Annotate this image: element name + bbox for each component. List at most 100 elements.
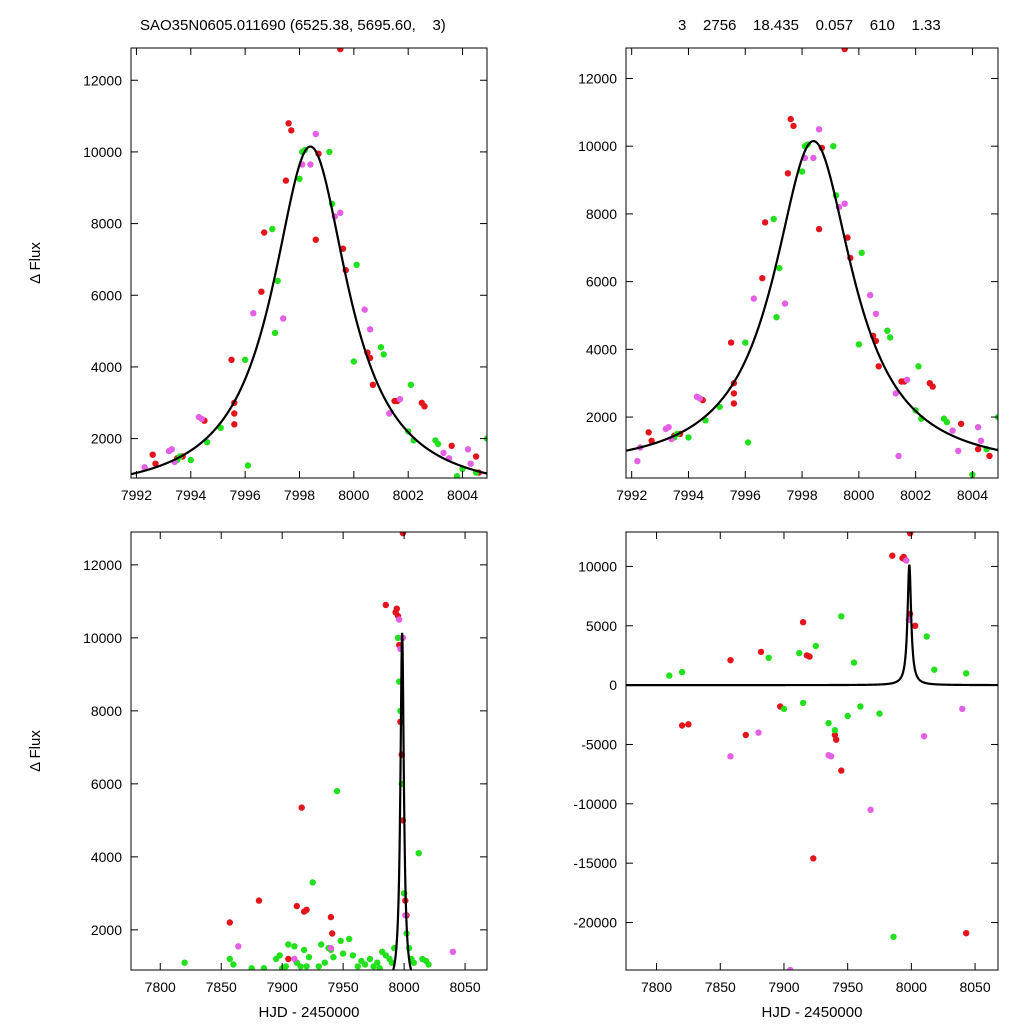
data-point-green bbox=[876, 710, 883, 717]
y-tick-label: 8000 bbox=[586, 206, 617, 222]
data-point-green bbox=[666, 672, 673, 679]
data-point-red bbox=[730, 400, 738, 407]
data-point-green bbox=[884, 327, 891, 334]
data-point-green bbox=[326, 148, 333, 156]
data-point-red bbox=[337, 48, 344, 53]
x-tick-label: 8050 bbox=[959, 979, 990, 995]
data-point-magenta bbox=[841, 200, 848, 207]
data-point-red bbox=[957, 420, 965, 427]
x-tick-label: 7994 bbox=[673, 487, 704, 503]
data-point-red bbox=[152, 460, 159, 467]
x-tick-label: 8002 bbox=[900, 487, 931, 503]
data-point-green bbox=[844, 712, 851, 720]
x-tick-label: 7992 bbox=[121, 487, 152, 503]
x-tick-label: 8004 bbox=[957, 487, 988, 503]
data-point-green bbox=[203, 439, 211, 446]
data-point-green bbox=[366, 955, 374, 963]
data-point-red bbox=[645, 429, 652, 436]
x-tick-label: 7996 bbox=[730, 487, 761, 503]
data-point-green bbox=[855, 341, 863, 348]
data-point-green bbox=[780, 705, 788, 713]
data-point-green bbox=[361, 961, 369, 968]
data-point-magenta bbox=[396, 616, 403, 623]
left-panel-title: SAO35N0605.011690 (6525.38, 5695.60, 3) bbox=[140, 17, 446, 34]
data-point-green bbox=[274, 277, 281, 285]
data-point-green bbox=[303, 963, 310, 970]
data-point-magenta bbox=[464, 446, 472, 453]
data-point-green bbox=[923, 633, 930, 640]
data-point-magenta bbox=[396, 396, 404, 403]
data-point-red bbox=[231, 410, 238, 417]
data-point-green bbox=[742, 339, 749, 346]
data-point-red bbox=[790, 122, 797, 130]
data-point-magenta bbox=[892, 390, 899, 397]
data-point-red bbox=[255, 897, 263, 904]
data-point-green bbox=[798, 168, 806, 175]
data-point-green bbox=[765, 654, 772, 661]
data-point-green bbox=[318, 941, 325, 948]
y-tick-label: 10000 bbox=[578, 138, 617, 154]
data-point-red bbox=[261, 229, 268, 236]
data-point-red bbox=[149, 451, 156, 458]
y-tick-label: 2000 bbox=[91, 431, 122, 447]
data-point-green bbox=[831, 727, 839, 734]
x-tick-label: 7800 bbox=[641, 979, 672, 995]
data-point-green bbox=[886, 334, 894, 341]
y-tick-label: 10000 bbox=[578, 558, 617, 574]
x-tick-label: 8000 bbox=[338, 487, 369, 503]
x-tick-label: 7998 bbox=[284, 487, 315, 503]
data-point-green bbox=[394, 634, 402, 642]
model-curve bbox=[626, 140, 998, 452]
data-point-red bbox=[963, 930, 970, 937]
data-point-green bbox=[349, 952, 357, 959]
data-point-green bbox=[858, 249, 865, 256]
data-point-green bbox=[297, 963, 304, 970]
data-point-red bbox=[282, 177, 290, 184]
data-point-green bbox=[241, 356, 249, 363]
data-point-magenta bbox=[198, 415, 205, 423]
data-point-green bbox=[376, 965, 383, 970]
data-point-magenta bbox=[959, 705, 966, 713]
data-point-magenta bbox=[974, 424, 982, 431]
data-point-magenta bbox=[920, 733, 928, 740]
data-point-red bbox=[648, 437, 655, 444]
data-point-green bbox=[850, 659, 858, 666]
data-point-magenta bbox=[787, 966, 794, 970]
data-point-red bbox=[761, 219, 769, 226]
data-point-magenta bbox=[727, 753, 734, 760]
y-tick-label: 2000 bbox=[91, 922, 122, 938]
y-tick-label: 4000 bbox=[91, 849, 122, 865]
data-point-red bbox=[727, 339, 735, 346]
data-point-red bbox=[974, 446, 982, 453]
data-point-green bbox=[776, 264, 783, 272]
y-tick-label: 0 bbox=[609, 677, 617, 693]
data-point-green bbox=[799, 699, 807, 707]
right-panel-title: 3 2756 18.435 0.057 610 1.33 bbox=[678, 17, 941, 34]
data-point-green bbox=[380, 351, 387, 358]
data-point-magenta bbox=[750, 295, 757, 302]
data-point-green bbox=[350, 358, 357, 365]
data-point-green bbox=[377, 344, 385, 351]
data-point-magenta bbox=[327, 944, 335, 952]
data-point-green bbox=[271, 329, 279, 337]
data-point-magenta bbox=[141, 464, 148, 471]
data-point-magenta bbox=[386, 410, 393, 417]
data-points bbox=[666, 532, 970, 970]
data-point-red bbox=[258, 288, 265, 295]
x-tick-label: 7994 bbox=[175, 487, 206, 503]
data-point-magenta bbox=[280, 315, 287, 322]
data-point-red bbox=[912, 622, 919, 629]
data-point-green bbox=[773, 314, 780, 321]
data-point-green bbox=[181, 959, 188, 966]
data-point-magenta bbox=[955, 447, 962, 455]
data-point-magenta bbox=[755, 729, 762, 736]
y-tick-label: 12000 bbox=[83, 72, 122, 88]
data-point-red bbox=[810, 855, 817, 862]
data-point-red bbox=[841, 48, 848, 53]
data-point-red bbox=[288, 127, 295, 134]
y-tick-label: 12000 bbox=[578, 70, 617, 86]
data-point-green bbox=[187, 456, 194, 464]
y-tick-label: -15000 bbox=[573, 855, 617, 871]
model-curve bbox=[392, 632, 413, 970]
